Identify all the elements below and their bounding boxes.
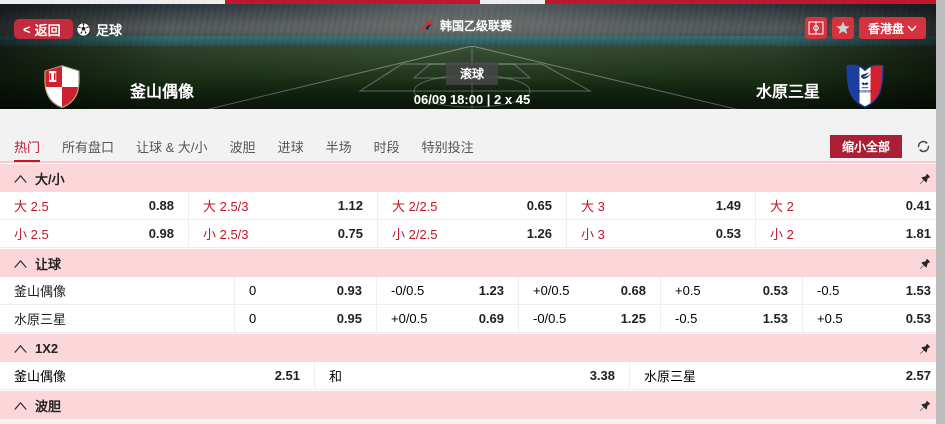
svg-text:SUWON: SUWON	[858, 89, 872, 93]
